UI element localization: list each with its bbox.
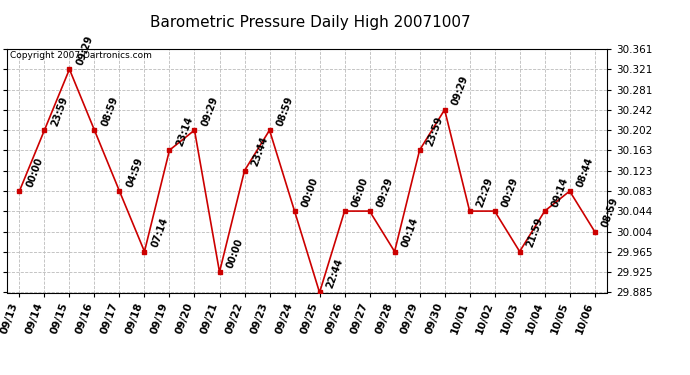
Text: 00:29: 00:29 bbox=[500, 176, 520, 208]
Text: 07:14: 07:14 bbox=[150, 216, 170, 249]
Text: 08:59: 08:59 bbox=[600, 196, 620, 229]
Text: 08:59: 08:59 bbox=[100, 95, 120, 128]
Text: 00:00: 00:00 bbox=[300, 176, 320, 208]
Text: 08:59: 08:59 bbox=[275, 95, 295, 128]
Text: 09:29: 09:29 bbox=[375, 176, 395, 208]
Text: 06:00: 06:00 bbox=[350, 176, 370, 208]
Text: 04:59: 04:59 bbox=[125, 156, 145, 188]
Text: 00:00: 00:00 bbox=[225, 237, 245, 269]
Text: 22:44: 22:44 bbox=[325, 257, 345, 290]
Text: 23:14: 23:14 bbox=[175, 115, 195, 147]
Text: 09:29: 09:29 bbox=[75, 34, 95, 66]
Text: 09:14: 09:14 bbox=[550, 176, 570, 208]
Text: 22:29: 22:29 bbox=[475, 176, 495, 208]
Text: 21:59: 21:59 bbox=[525, 216, 545, 249]
Text: 23:59: 23:59 bbox=[425, 115, 445, 147]
Text: 09:29: 09:29 bbox=[200, 95, 220, 128]
Text: Copyright 2007 Dartronics.com: Copyright 2007 Dartronics.com bbox=[10, 51, 152, 60]
Text: 23:59: 23:59 bbox=[50, 95, 70, 128]
Text: 23:44: 23:44 bbox=[250, 135, 270, 168]
Text: 08:44: 08:44 bbox=[575, 156, 595, 188]
Text: 00:14: 00:14 bbox=[400, 216, 420, 249]
Text: Barometric Pressure Daily High 20071007: Barometric Pressure Daily High 20071007 bbox=[150, 15, 471, 30]
Text: 00:00: 00:00 bbox=[25, 156, 45, 188]
Text: 09:29: 09:29 bbox=[450, 74, 470, 107]
